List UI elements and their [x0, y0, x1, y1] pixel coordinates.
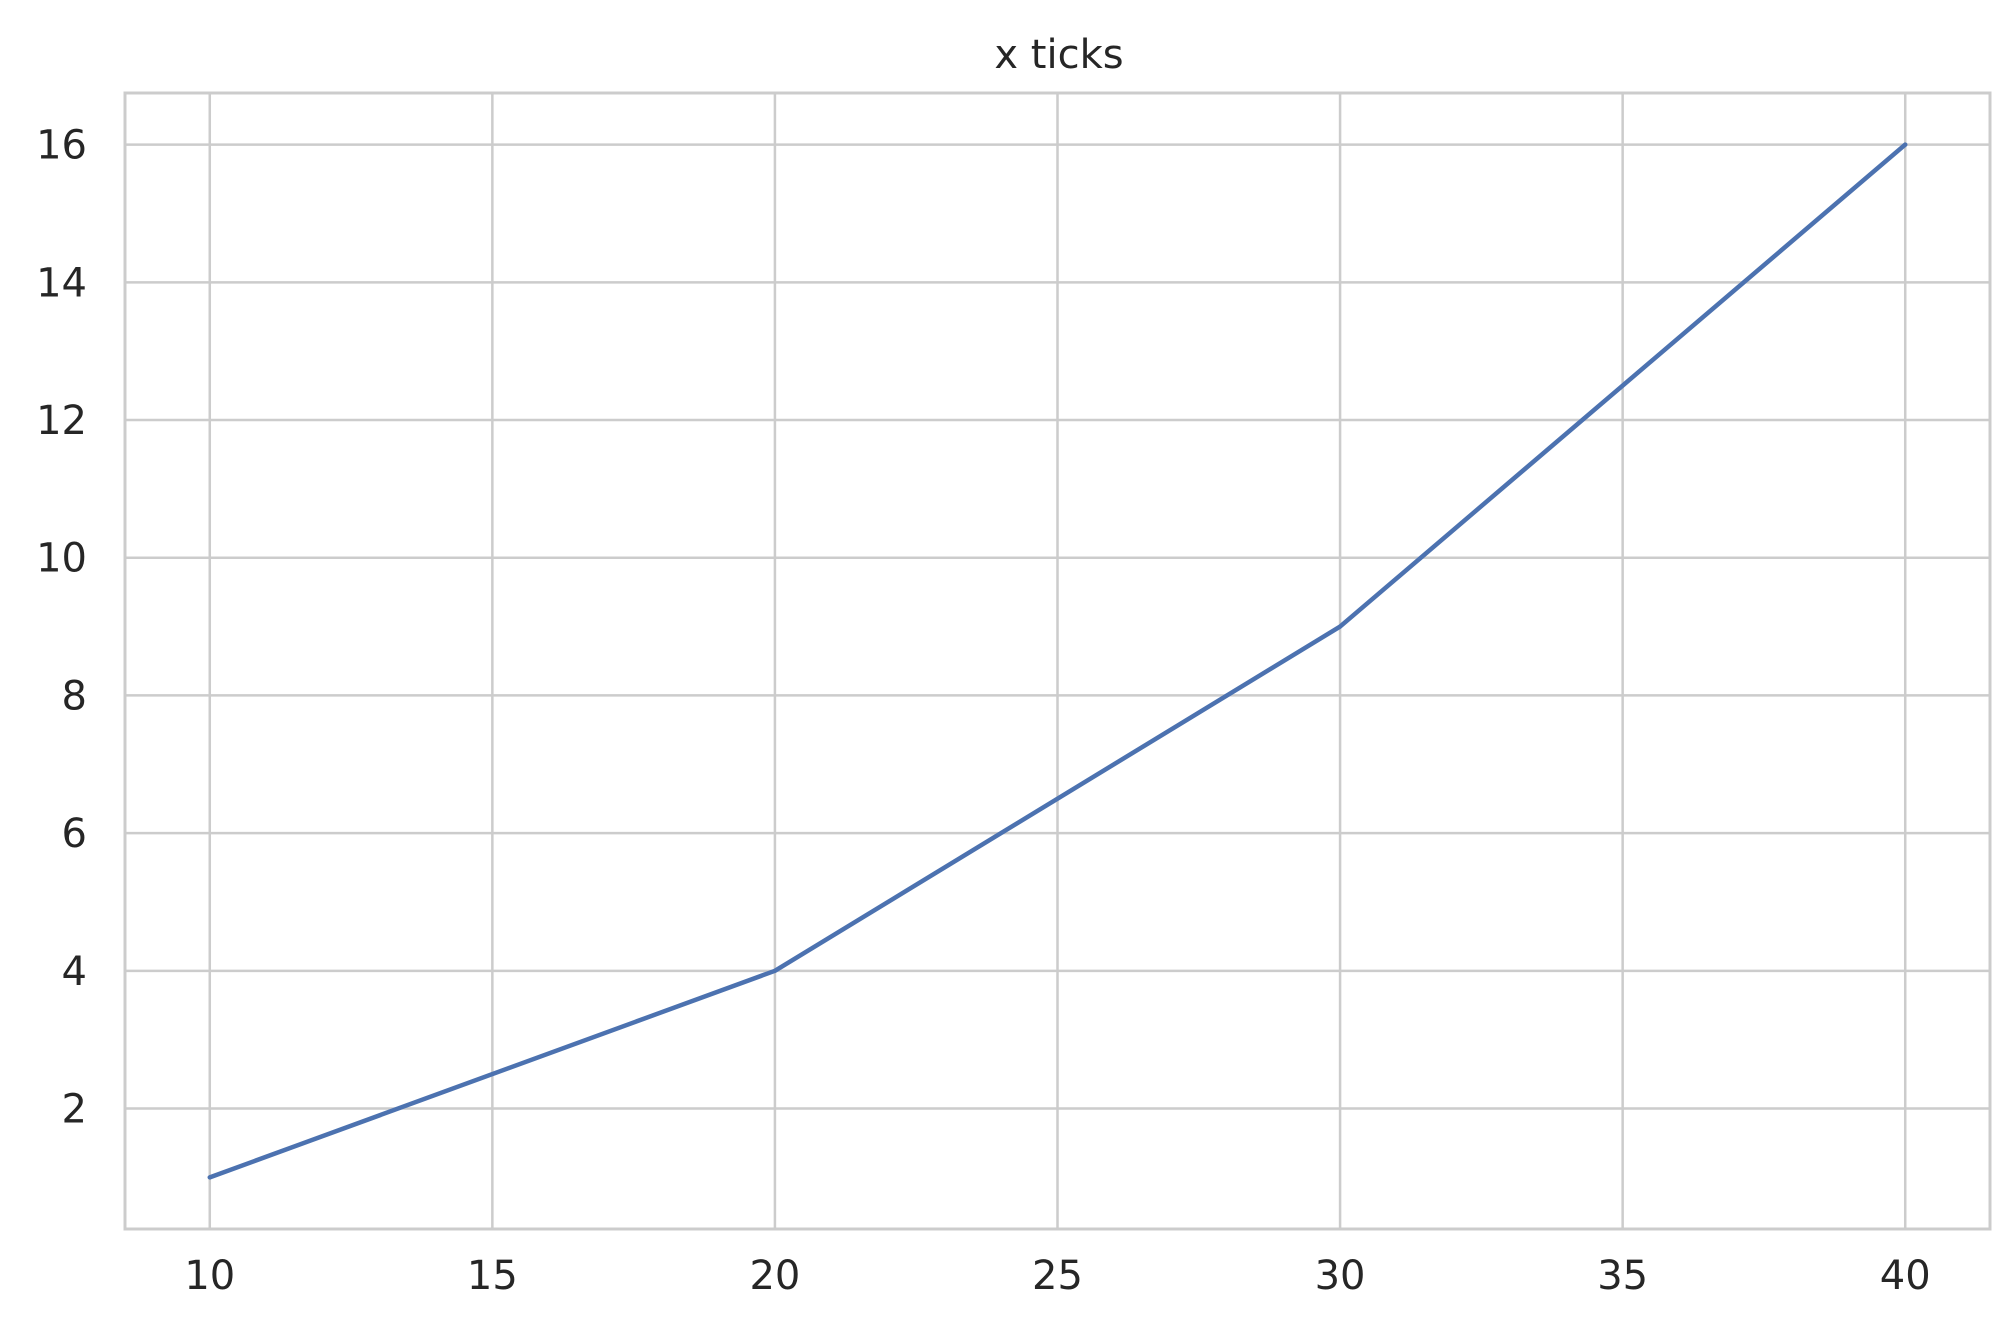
y-tick-label: 10: [36, 536, 87, 582]
y-tick-label: 16: [36, 123, 87, 169]
y-axis-tick-labels: 2 4 6 8 10 12 14 16: [36, 123, 87, 1133]
x-tick-label: 15: [467, 1253, 518, 1299]
grid: [125, 93, 1990, 1229]
x-tick-label: 30: [1315, 1253, 1366, 1299]
y-tick-label: 14: [36, 260, 87, 306]
y-tick-label: 8: [62, 673, 87, 719]
chart-title: x ticks: [994, 32, 1123, 78]
x-tick-label: 35: [1597, 1253, 1648, 1299]
x-tick-label: 25: [1032, 1253, 1083, 1299]
y-tick-label: 4: [62, 949, 87, 995]
plot-frame: [123, 91, 1992, 1231]
y-tick-label: 6: [62, 811, 87, 857]
series-line: [207, 142, 1908, 1180]
x-tick-label: 40: [1880, 1253, 1931, 1299]
y-tick-label: 2: [62, 1087, 87, 1133]
x-axis-tick-labels: 10 15 20 25 30 35 40: [184, 1253, 1930, 1299]
x-tick-label: 20: [749, 1253, 800, 1299]
plot-frame-border: [123, 91, 1992, 1231]
series-layer: [207, 142, 1908, 1180]
x-tick-label: 10: [184, 1253, 235, 1299]
y-tick-label: 12: [36, 398, 87, 444]
